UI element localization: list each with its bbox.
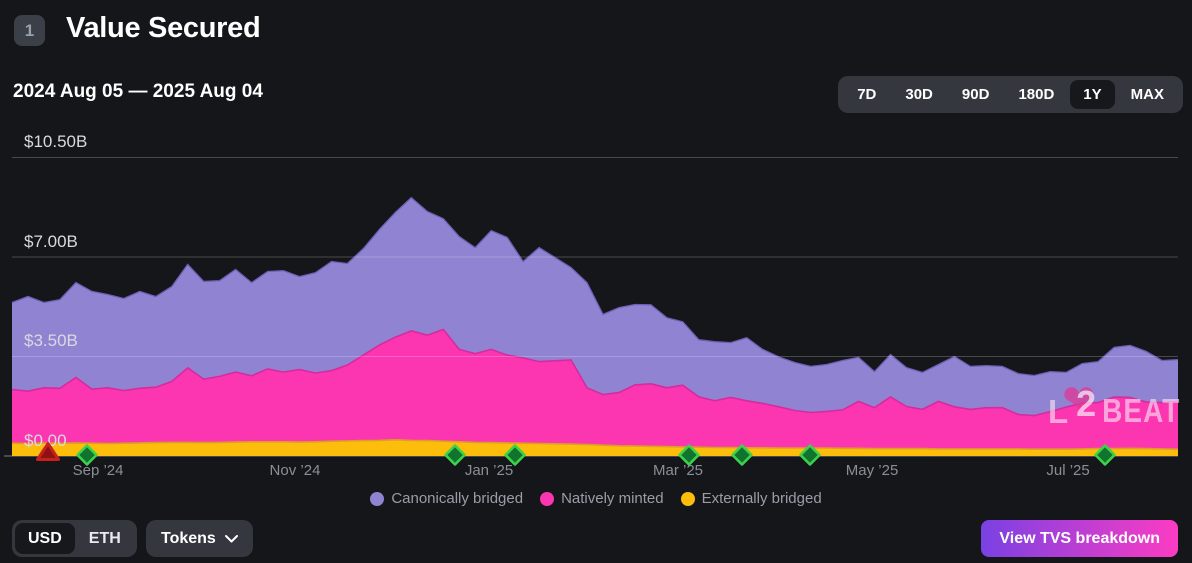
- currency-option-eth[interactable]: ETH: [76, 523, 134, 554]
- tokens-dropdown-button[interactable]: Tokens: [146, 520, 253, 557]
- watermark-letter-l: L: [1048, 393, 1069, 430]
- page-title: Value Secured: [66, 12, 261, 44]
- x-axis-tick-label: Nov ’24: [269, 462, 321, 479]
- milestone-diamond-icon[interactable]: [75, 443, 99, 467]
- rank-badge: 1: [14, 15, 45, 46]
- value-secured-chart[interactable]: $10.50B $7.00B $3.50B $0.00 Sep ’24 Nov ’24 J…: [0, 130, 1192, 490]
- milestone-diamond-icon[interactable]: [1093, 443, 1117, 467]
- x-axis-tick-label: May ’25: [845, 462, 899, 479]
- milestone-diamond-icon[interactable]: [798, 443, 822, 467]
- view-tvs-breakdown-button[interactable]: View TVS breakdown: [981, 520, 1178, 557]
- stacked-area-chart-canvas[interactable]: [0, 130, 1192, 463]
- milestone-diamond-icon[interactable]: [677, 443, 701, 467]
- currency-option-usd[interactable]: USD: [15, 523, 75, 554]
- legend-item-externally-bridged[interactable]: Externally bridged: [680, 490, 822, 507]
- watermark-letters-beat: BEAT: [1102, 392, 1181, 430]
- range-button-180d[interactable]: 180D: [1005, 80, 1067, 109]
- x-axis-tick-label: Jan ’25: [464, 462, 514, 479]
- x-axis-tick-label: Mar ’25: [653, 462, 704, 479]
- legend-swatch: [370, 491, 385, 506]
- legend-item-natively-minted[interactable]: Natively minted: [540, 490, 664, 507]
- chevron-down-icon: [224, 534, 238, 542]
- range-button-7d[interactable]: 7D: [844, 80, 889, 109]
- tokens-dropdown-label: Tokens: [161, 529, 216, 547]
- range-button-90d[interactable]: 90D: [949, 80, 1003, 109]
- date-range-label: 2024 Aug 05 — 2025 Aug 04: [13, 81, 263, 102]
- heart-icon: ❤: [1062, 378, 1096, 422]
- legend-label: Externally bridged: [701, 490, 822, 507]
- y-axis-tick-label: $0.00: [24, 431, 67, 450]
- legend-label: Canonically bridged: [391, 490, 524, 507]
- legend-swatch: [680, 491, 695, 506]
- legend-swatch: [540, 491, 555, 506]
- incident-triangle-icon[interactable]: [35, 440, 61, 463]
- legend-label: Natively minted: [561, 490, 664, 507]
- y-axis-tick-label: $10.50B: [24, 132, 88, 152]
- chart-legend: Canonically bridged Natively minted Extern…: [0, 490, 1192, 507]
- range-button-max[interactable]: MAX: [1118, 80, 1177, 109]
- range-button-1y[interactable]: 1Y: [1070, 80, 1115, 109]
- watermark-digit-2: 2: [1076, 383, 1097, 424]
- currency-toggle: USD ETH: [12, 520, 137, 557]
- milestone-diamond-icon[interactable]: [443, 443, 467, 467]
- l2beat-watermark: L ❤ 2 BEAT: [1048, 380, 1181, 430]
- y-axis-tick-label: $3.50B: [24, 331, 78, 351]
- x-axis-tick-label: Jul ’25: [1046, 462, 1090, 479]
- y-axis-tick-label: $7.00B: [24, 231, 78, 251]
- x-axis-tick-label: Sep ’24: [72, 462, 124, 479]
- legend-item-canonically-bridged[interactable]: Canonically bridged: [370, 490, 523, 507]
- milestone-diamond-icon[interactable]: [503, 443, 527, 467]
- milestone-diamond-icon[interactable]: [730, 443, 754, 467]
- time-range-selector: 7D 30D 90D 180D 1Y MAX: [838, 76, 1183, 113]
- range-button-30d[interactable]: 30D: [892, 80, 946, 109]
